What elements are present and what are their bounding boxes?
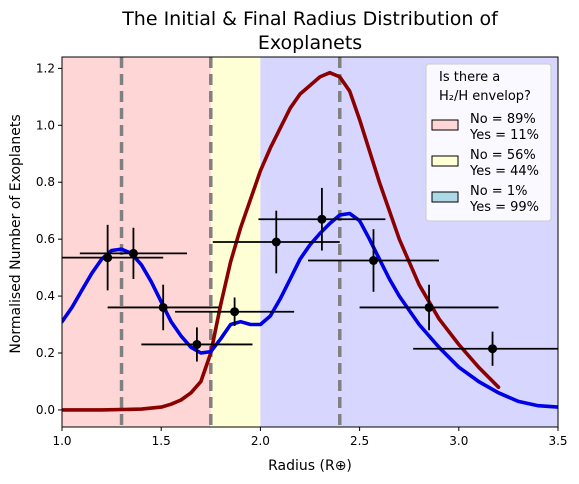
data-marker bbox=[230, 307, 240, 317]
y-tick-label: 1.0 bbox=[36, 118, 55, 132]
legend-swatch bbox=[431, 155, 459, 167]
data-point bbox=[107, 284, 219, 331]
plot-area: 1.0 1.5 2.0 2.5 3.0 3.5 0.0 0.2 0.4 0.6 0.8 1.0 1.2 bbox=[36, 56, 568, 448]
data-marker bbox=[424, 302, 434, 312]
y-tick-label: 1.2 bbox=[36, 61, 55, 75]
data-point bbox=[79, 227, 187, 279]
legend-entry-line2: Yes = 99% bbox=[469, 200, 539, 215]
x-tick-label: 2.5 bbox=[350, 434, 369, 448]
legend-entry-line2: Yes = 11% bbox=[469, 128, 539, 143]
data-marker bbox=[317, 214, 327, 224]
legend-title-line1: Is there a bbox=[439, 70, 500, 85]
data-marker bbox=[271, 237, 281, 247]
data-marker bbox=[158, 302, 168, 312]
x-tick-label: 1.5 bbox=[152, 434, 171, 448]
data-marker bbox=[488, 344, 498, 354]
plot-inner bbox=[62, 57, 558, 427]
final-distribution-curve bbox=[62, 70, 501, 412]
legend-entry-line2: Yes = 44% bbox=[469, 164, 539, 179]
data-marker bbox=[103, 253, 113, 263]
legend-swatch bbox=[431, 191, 459, 203]
legend-entry-line1: No = 56% bbox=[470, 148, 536, 163]
x-axis-label: Radius (R⊕) bbox=[268, 458, 352, 474]
y-tick-label: 0.6 bbox=[36, 232, 55, 246]
data-marker bbox=[128, 248, 138, 258]
y-tick-label: 0.4 bbox=[36, 289, 55, 303]
legend-swatch bbox=[431, 119, 459, 131]
chart-title-line2: Exoplanets bbox=[258, 32, 362, 54]
legend-entry-line1: No = 1% bbox=[470, 184, 527, 199]
legend-title-line2: H₂/H envelop? bbox=[439, 89, 531, 104]
shaded-region bbox=[62, 57, 211, 427]
x-tick-label: 2.0 bbox=[251, 434, 270, 448]
data-point bbox=[212, 210, 340, 274]
data-point bbox=[359, 284, 499, 331]
data-point bbox=[141, 327, 253, 362]
data-point bbox=[62, 224, 164, 291]
y-tick-label: 0.2 bbox=[36, 346, 55, 360]
legend-box bbox=[425, 63, 552, 222]
legend: Is there a H₂/H envelop? No = 89%Yes = 11%… bbox=[425, 63, 552, 222]
data-marker bbox=[192, 339, 202, 349]
data-point bbox=[175, 297, 295, 326]
y-tick-label: 0.8 bbox=[36, 175, 55, 189]
data-marker bbox=[368, 256, 378, 265]
data-point bbox=[413, 331, 558, 366]
x-tick-label: 1.0 bbox=[52, 434, 71, 448]
data-point bbox=[308, 229, 439, 292]
x-tick-label: 3.0 bbox=[449, 434, 468, 448]
legend-entry-line1: No = 89% bbox=[470, 112, 536, 127]
y-tick-label: 0.0 bbox=[36, 403, 55, 417]
axes-frame bbox=[61, 56, 559, 428]
data-point bbox=[258, 187, 386, 251]
x-tick-label: 3.5 bbox=[548, 434, 567, 448]
y-axis-label: Normalised Number of Exoplanets bbox=[8, 114, 24, 353]
chart-title-line1: The Initial & Final Radius Distribution … bbox=[121, 8, 499, 30]
